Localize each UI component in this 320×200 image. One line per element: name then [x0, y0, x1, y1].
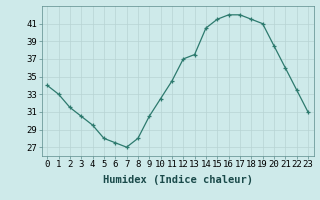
X-axis label: Humidex (Indice chaleur): Humidex (Indice chaleur)	[103, 175, 252, 185]
